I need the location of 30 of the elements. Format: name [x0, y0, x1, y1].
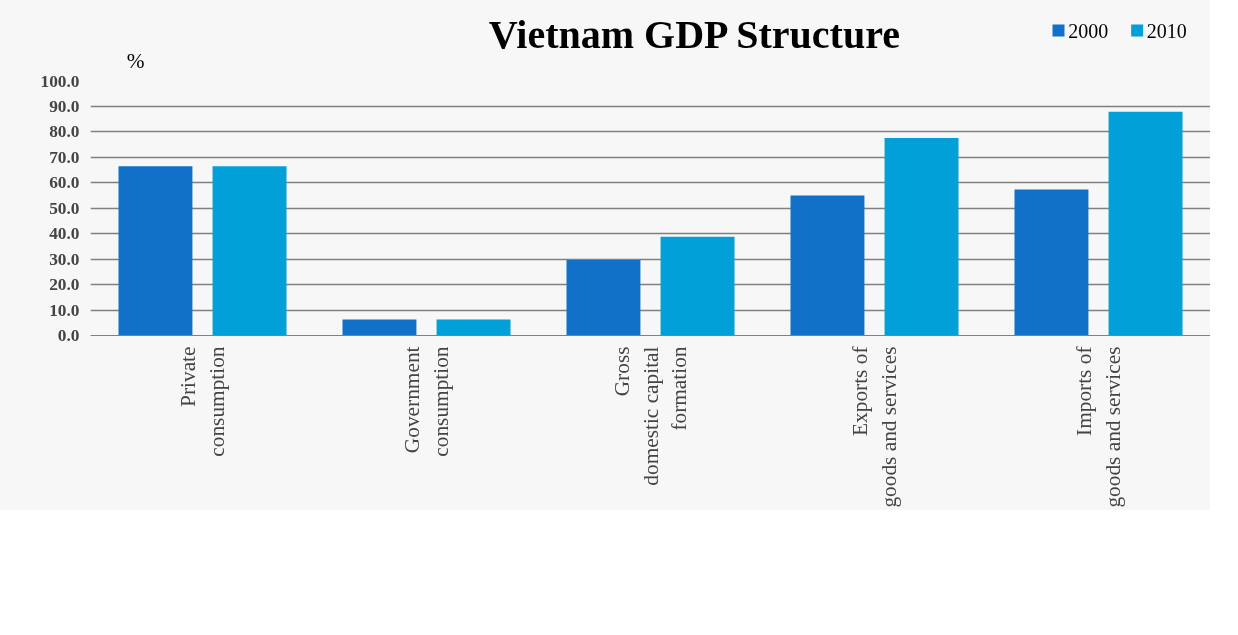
- y-tick-label: 10.0: [49, 300, 80, 320]
- bar: [566, 260, 641, 336]
- y-tick-label: 0.0: [57, 326, 80, 345]
- y-tick-label: 100.0: [40, 71, 80, 91]
- x-tick-label: Exports of goods and services: [848, 345, 901, 508]
- x-tick-label: Imports of goods and services: [1072, 345, 1125, 508]
- legend-label: 2010: [1146, 19, 1187, 42]
- bar: [118, 166, 193, 336]
- bar: [1108, 111, 1183, 336]
- y-tick-label: 90.0: [49, 96, 80, 116]
- bar: [212, 166, 287, 336]
- y-tick-label: 60.0: [49, 173, 80, 192]
- bar: [342, 319, 417, 336]
- x-tick-label: Private consumption: [176, 346, 229, 457]
- y-tick-label: 80.0: [49, 122, 80, 141]
- x-tick-label: Government consumption: [400, 346, 453, 457]
- y-tick-label: 70.0: [49, 147, 80, 167]
- bar: [660, 236, 735, 336]
- x-tick-label: Gross domestic capital formation: [609, 346, 692, 486]
- bar: [1014, 189, 1089, 336]
- legend-label: 2000: [1068, 19, 1109, 42]
- y-axis-title: %: [126, 48, 145, 73]
- bar: [436, 319, 511, 336]
- bar: [884, 137, 959, 336]
- y-tick-label: 40.0: [49, 224, 80, 243]
- bar: [790, 195, 865, 336]
- y-tick-label: 50.0: [49, 198, 80, 218]
- chart-title: Vietnam GDP Structure: [488, 11, 900, 57]
- y-tick-label: 30.0: [49, 249, 80, 269]
- y-tick-label: 20.0: [49, 275, 80, 294]
